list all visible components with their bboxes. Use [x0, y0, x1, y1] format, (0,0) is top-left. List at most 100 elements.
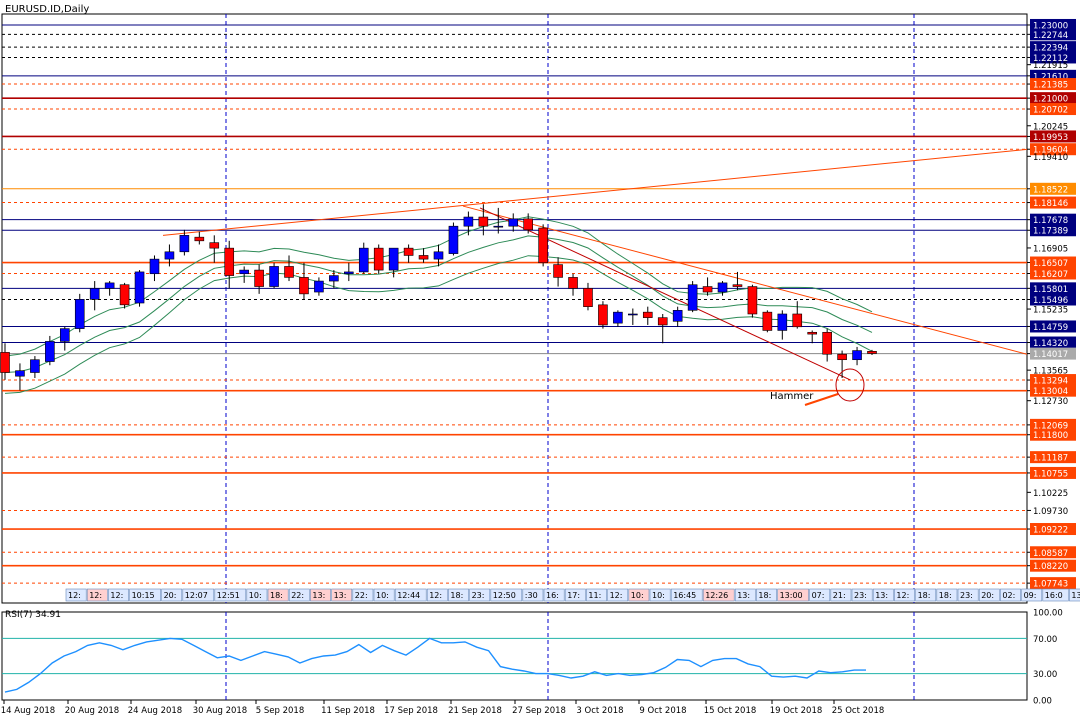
time-box: [331, 588, 353, 602]
price-label-box: [1030, 428, 1076, 441]
time-box: [1021, 588, 1043, 602]
price-label-box: [1030, 466, 1076, 479]
candle-body: [777, 313, 788, 331]
candle-body: [45, 341, 55, 362]
price-tick-label: 1.13565: [1033, 367, 1068, 377]
rsi-tick-label: 70.00: [1033, 635, 1057, 645]
price-tick-label: 1.17678: [1033, 216, 1068, 226]
time-box-label: 13:: [1071, 591, 1080, 600]
candle-body: [792, 313, 803, 328]
candle-body: [478, 216, 489, 227]
candle-body: [418, 255, 429, 260]
price-label-box: [1030, 224, 1076, 237]
candle-body: [523, 218, 533, 231]
price-tick-label: 1.09222: [1033, 526, 1068, 536]
candle-body: [344, 271, 354, 275]
price-label-box: [1030, 293, 1076, 306]
time-box-label: 12:51: [217, 591, 240, 600]
candle-body: [837, 353, 847, 361]
price-label-box: [1030, 196, 1076, 209]
candle-body: [568, 277, 578, 289]
time-box: [310, 588, 331, 602]
time-box: [872, 588, 894, 602]
price-tick-label: 1.21385: [1033, 81, 1068, 91]
time-box-label: 18:: [918, 591, 931, 600]
candle-body: [74, 299, 85, 329]
candle-body: [329, 275, 339, 282]
price-label-box: [1030, 143, 1076, 156]
candle-body: [299, 277, 309, 295]
time-box-label: 23:: [854, 591, 867, 600]
time-box-label: 23:: [472, 591, 485, 600]
time-box-label: 12:: [610, 591, 623, 600]
time-box: [564, 588, 586, 602]
price-tick-label: 1.20245: [1033, 122, 1068, 132]
price-tick-label: 1.21610: [1033, 72, 1068, 82]
time-box-label: 18:: [450, 591, 463, 600]
price-label-box: [1030, 182, 1076, 195]
candle-body: [89, 288, 100, 300]
time-box-label: 12:07: [185, 591, 208, 600]
date-label: 11 Sep 2018: [321, 706, 375, 716]
time-box-label: 13:: [875, 591, 888, 600]
time-box: [734, 588, 756, 602]
time-box-label: 21:: [833, 591, 846, 600]
date-label: 15 Oct 2018: [704, 706, 757, 716]
price-label-box: [1030, 374, 1076, 387]
candle-body: [30, 359, 40, 373]
date-label: 25 Oct 2018: [832, 706, 885, 716]
candle-body: [583, 288, 593, 307]
time-box-label: 09:: [1024, 591, 1037, 600]
time-box: [182, 588, 215, 602]
hammer-circle: [835, 368, 865, 402]
time-box: [469, 588, 491, 602]
candle-body: [598, 304, 608, 326]
candle-body: [822, 331, 832, 355]
price-label-box: [1030, 78, 1076, 91]
candle-body: [254, 269, 264, 287]
time-box-label: 12:44: [397, 591, 420, 600]
time-box: [957, 588, 979, 602]
price-label-box: [1030, 577, 1076, 590]
time-box: [129, 588, 161, 602]
upper-trendline: [162, 148, 1028, 236]
time-box: [978, 588, 1000, 602]
date-label: 9 Oct 2018: [639, 706, 686, 716]
candle-body: [538, 227, 548, 264]
candle-body: [209, 242, 220, 249]
candle-body: [239, 269, 249, 275]
price-tick-label: 1.14759: [1033, 323, 1068, 333]
price-tick-label: 1.16905: [1033, 244, 1068, 254]
time-box-label: 12:26: [705, 591, 728, 600]
price-tick-label: 1.14320: [1033, 339, 1068, 349]
price-tick-label: 1.12730: [1033, 397, 1068, 407]
time-box-label: 13:: [737, 591, 750, 600]
candle-body: [314, 280, 324, 293]
time-box: [522, 588, 544, 602]
candle-body: [852, 350, 862, 361]
candle-body: [717, 282, 728, 293]
candle-body: [657, 317, 668, 326]
time-box: [586, 588, 607, 602]
time-box: [1000, 588, 1021, 602]
time-box: [851, 588, 873, 602]
time-box-label: 18:: [758, 591, 771, 600]
time-box-label: 10:: [249, 591, 262, 600]
time-box-label: 10:15: [132, 591, 155, 600]
time-box: [108, 588, 129, 602]
date-label: 21 Sep 2018: [448, 706, 502, 716]
candle-body: [224, 247, 235, 276]
time-box: [65, 588, 87, 602]
candle-body: [508, 218, 519, 227]
candle-body: [194, 236, 205, 242]
price-tick-label: 1.20702: [1033, 106, 1068, 116]
hammer-arrow: [804, 393, 839, 406]
rsi-tick-label: 100.00: [1033, 609, 1063, 619]
time-box-label: :30: [525, 591, 538, 600]
price-label-box: [1030, 384, 1076, 397]
candle-body: [807, 331, 818, 335]
time-box: [809, 588, 831, 602]
date-label: 20 Aug 2018: [65, 706, 119, 716]
candle-body: [493, 225, 504, 228]
